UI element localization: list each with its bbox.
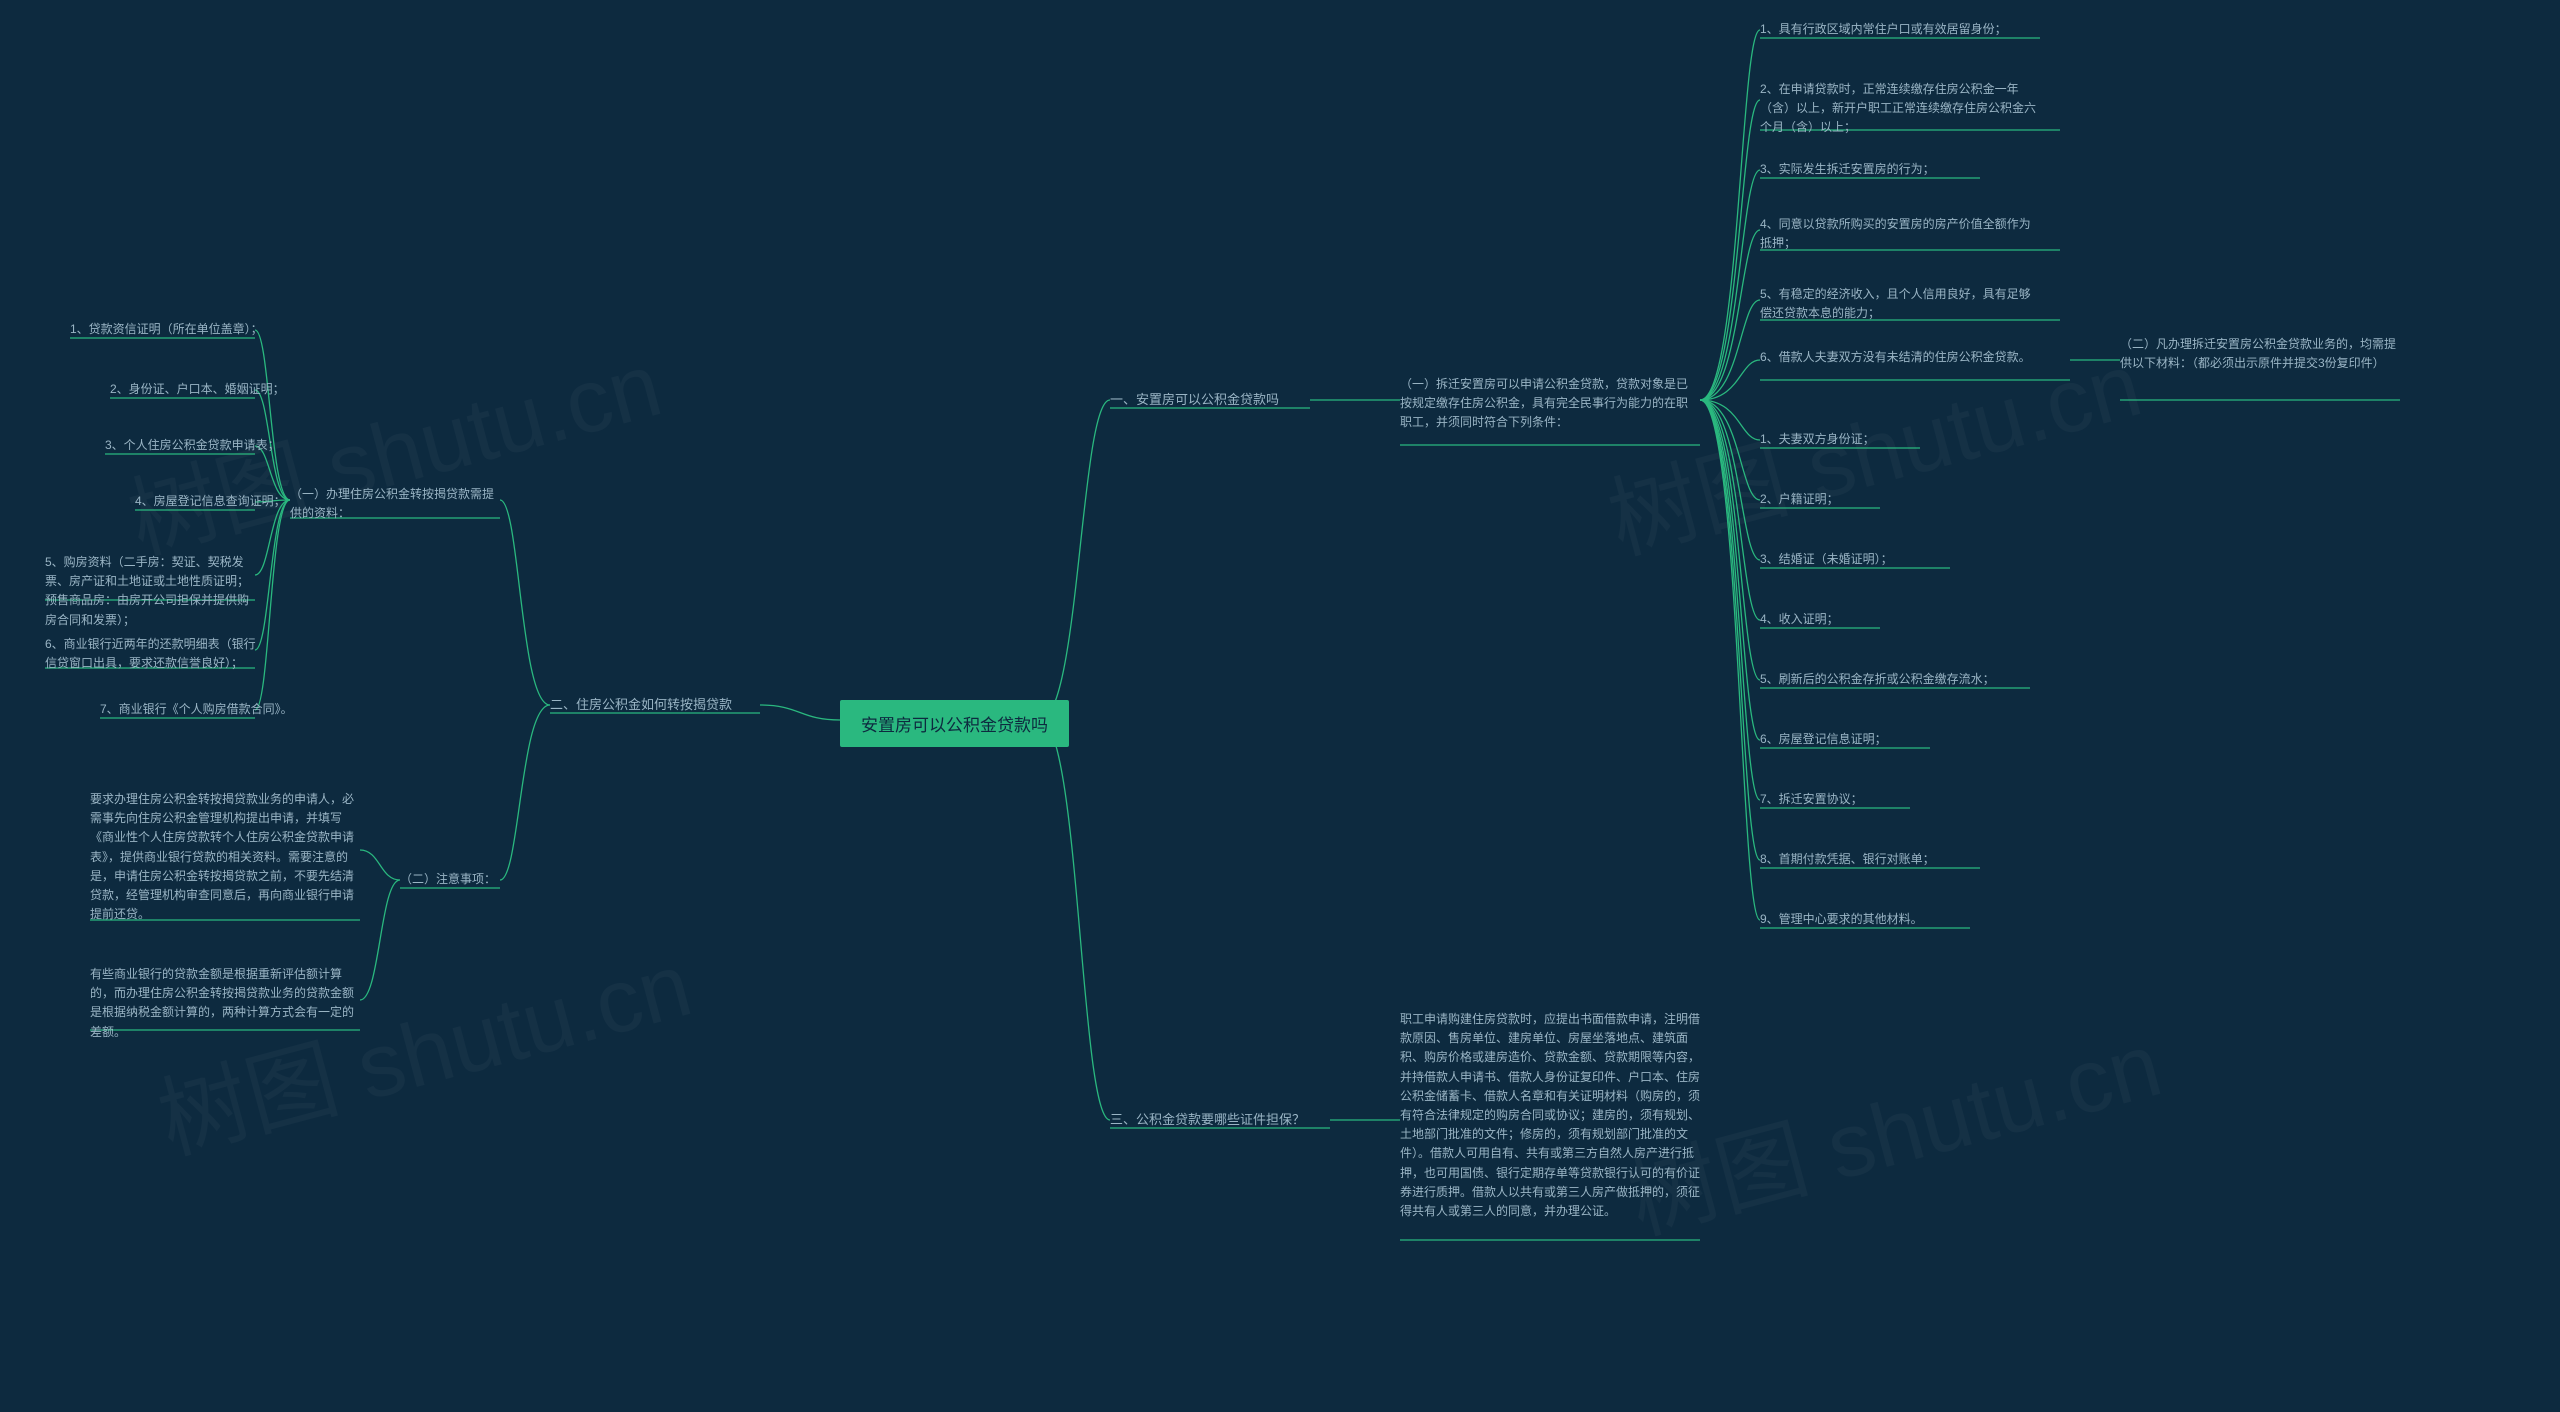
leaf-r1a7[interactable]: 1、夫妻双方身份证； xyxy=(1760,430,1875,449)
leaf-l1a6[interactable]: 6、商业银行近两年的还款明细表（银行信贷窗口出具，要求还款信誉良好）； xyxy=(45,635,260,673)
leaf-l1a5[interactable]: 5、购房资料（二手房：契证、契税发票、房产证和土地证或土地性质证明；预售商品房：… xyxy=(45,553,260,630)
node-r2a[interactable]: 职工申请购建住房贷款时，应提出书面借款申请，注明借款原因、售房单位、建房单位、房… xyxy=(1400,1010,1700,1221)
leaf-l1a3[interactable]: 3、个人住房公积金贷款申请表； xyxy=(105,436,280,455)
branch-lines xyxy=(0,0,2560,1412)
leaf-r1a11[interactable]: 5、刷新后的公积金存折或公积金缴存流水； xyxy=(1760,670,1995,689)
leaf-r1a4[interactable]: 4、同意以贷款所购买的安置房的房产价值全额作为抵押； xyxy=(1760,215,2040,253)
leaf-l1a4[interactable]: 4、房屋登记信息查询证明； xyxy=(135,492,286,511)
leaf-r1a14[interactable]: 8、首期付款凭据、银行对账单； xyxy=(1760,850,1935,869)
leaf-l1b2[interactable]: 有些商业银行的贷款金额是根据重新评估额计算的，而办理住房公积金转按揭贷款业务的贷… xyxy=(90,965,360,1042)
leaf-r1a15[interactable]: 9、管理中心要求的其他材料。 xyxy=(1760,910,1923,929)
leaf-r1a9[interactable]: 3、结婚证（未婚证明）； xyxy=(1760,550,1893,569)
leaf-l1a7[interactable]: 7、商业银行《个人购房借款合同》。 xyxy=(100,700,293,719)
leaf-l1a1[interactable]: 1、贷款资信证明（所在单位盖章）； xyxy=(70,320,263,339)
leaf-r1a1[interactable]: 1、具有行政区域内常住户口或有效居留身份； xyxy=(1760,20,2007,39)
leaf-r1a5[interactable]: 5、有稳定的经济收入，且个人信用良好，具有足够偿还贷款本息的能力； xyxy=(1760,285,2040,323)
leaf-r1a8[interactable]: 2、户籍证明； xyxy=(1760,490,1839,509)
node-r1a[interactable]: （一）拆迁安置房可以申请公积金贷款，贷款对象是已按规定缴存住房公积金，具有完全民… xyxy=(1400,375,1690,433)
branch-r1[interactable]: 一、安置房可以公积金贷款吗 xyxy=(1110,390,1279,411)
leaf-r1a12[interactable]: 6、房屋登记信息证明； xyxy=(1760,730,1887,749)
node-l1b[interactable]: （二）注意事项： xyxy=(400,870,496,889)
branch-r2[interactable]: 三、公积金贷款要哪些证件担保？ xyxy=(1110,1110,1305,1131)
leaf-r1a6a[interactable]: （二）凡办理拆迁安置房公积金贷款业务的，均需提供以下材料：（都必须出示原件并提交… xyxy=(2120,335,2400,373)
root-node[interactable]: 安置房可以公积金贷款吗 xyxy=(840,700,1069,747)
branch-l1[interactable]: 二、住房公积金如何转按揭贷款 xyxy=(550,695,732,716)
mindmap-canvas: 树图 shutu.cn 树图 shutu.cn 树图 shutu.cn 树图 s… xyxy=(0,0,2560,1412)
leaf-r1a2[interactable]: 2、在申请贷款时，正常连续缴存住房公积金一年（含）以上，新开户职工正常连续缴存住… xyxy=(1760,80,2040,138)
node-l1a[interactable]: （一）办理住房公积金转按揭贷款需提供的资料： xyxy=(290,485,500,523)
leaf-l1a2[interactable]: 2、身份证、户口本、婚姻证明； xyxy=(110,380,285,399)
leaf-r1a6[interactable]: 6、借款人夫妻双方没有未结清的住房公积金贷款。 xyxy=(1760,348,2031,367)
leaf-r1a13[interactable]: 7、拆迁安置协议； xyxy=(1760,790,1863,809)
watermark: 树图 shutu.cn xyxy=(142,912,702,1179)
leaf-r1a3[interactable]: 3、实际发生拆迁安置房的行为； xyxy=(1760,160,1935,179)
leaf-r1a10[interactable]: 4、收入证明； xyxy=(1760,610,1839,629)
leaf-l1b1[interactable]: 要求办理住房公积金转按揭贷款业务的申请人，必需事先向住房公积金管理机构提出申请，… xyxy=(90,790,360,924)
